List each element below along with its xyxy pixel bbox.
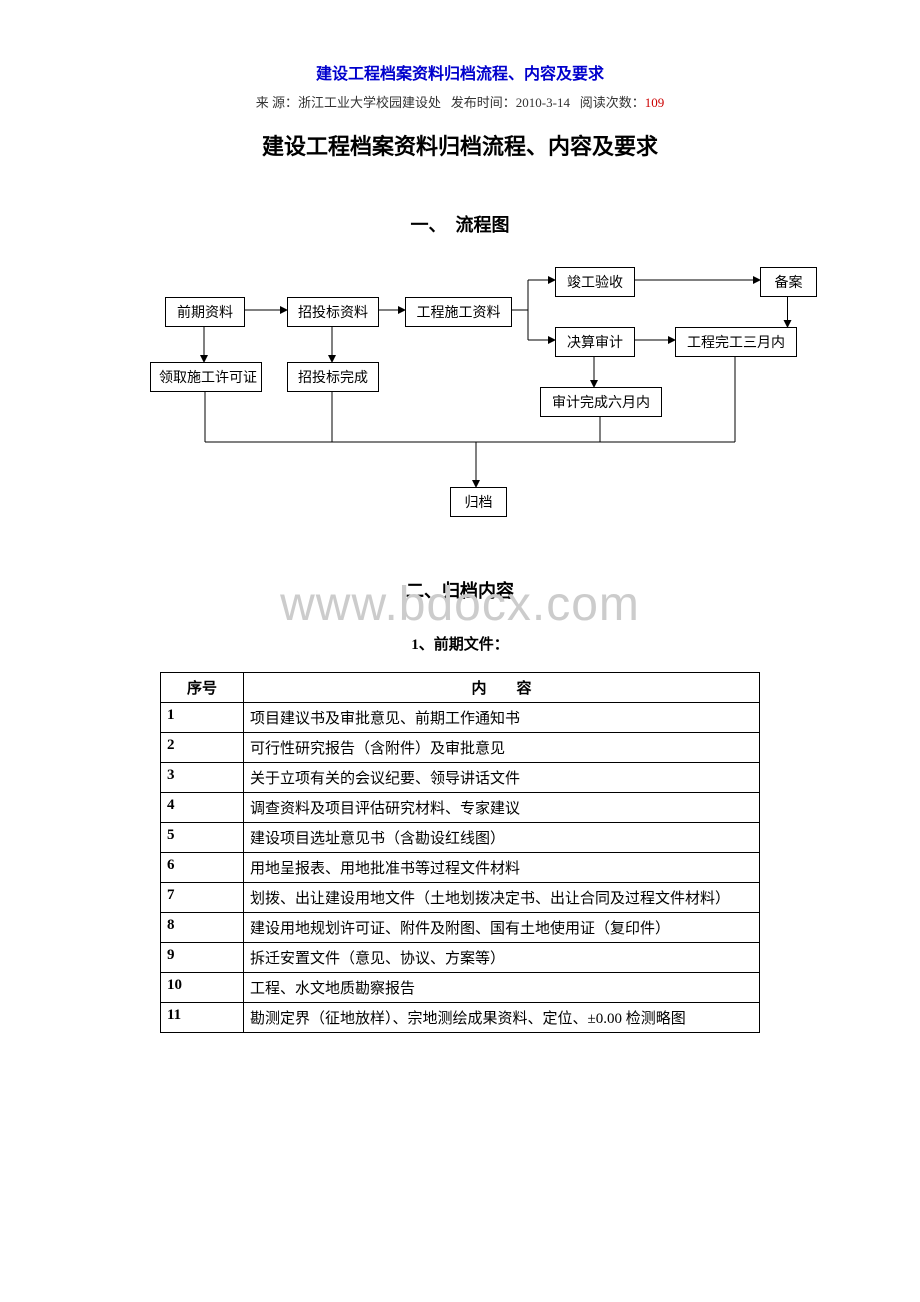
cell-content: 建设项目选址意见书（含勘设红线图） [244,823,760,853]
pub-date: 2010-3-14 [516,95,570,110]
section2-heading: 二、归档内容 [80,577,840,603]
flow-node-n_permit: 领取施工许可证 [150,362,262,392]
col-header-content: 内 容 [244,673,760,703]
cell-num: 9 [161,943,244,973]
cell-content: 勘测定界（征地放样）、宗地测绘成果资料、定位、±0.00 检测略图 [244,1003,760,1033]
table-row: 4调查资料及项目评估研究材料、专家建议 [161,793,760,823]
table-row: 2可行性研究报告（含附件）及审批意见 [161,733,760,763]
flowchart: 前期资料领取施工许可证 招投标资料招投标完成 工程施工资料 竣工验收决算审计审计完成六… [80,257,840,527]
table-row: 5建设项目选址意见书（含勘设红线图） [161,823,760,853]
main-heading: 建设工程档案资料归档流程、内容及要求 [80,129,840,161]
cell-num: 10 [161,973,244,1003]
source-value: 浙江工业大学校园建设处 [298,95,441,110]
table-row: 1项目建议书及审批意见、前期工作通知书 [161,703,760,733]
flow-node-n_archive: 归档 [450,487,507,517]
cell-content: 可行性研究报告（含附件）及审批意见 [244,733,760,763]
table-row: 9拆迁安置文件（意见、协议、方案等） [161,943,760,973]
cell-content: 关于立项有关的会议纪要、领导讲话文件 [244,763,760,793]
flow-node-n_audit: 决算审计 [555,327,635,357]
flow-node-n_3mo: 工程完工三月内 [675,327,797,357]
cell-content: 划拨、出让建设用地文件（土地划拨决定书、出让合同及过程文件材料） [244,883,760,913]
flow-node-n_audit6: 审计完成六月内 [540,387,662,417]
read-count: 109 [645,95,665,110]
cell-num: 1 [161,703,244,733]
cell-num: 8 [161,913,244,943]
table-row: 10工程、水文地质勘察报告 [161,973,760,1003]
cell-num: 4 [161,793,244,823]
flow-node-n_record: 备案 [760,267,817,297]
meta-line: 来 源：浙江工业大学校园建设处 发布时间：2010-3-14 阅读次数：109 [80,92,840,111]
table-row: 11勘测定界（征地放样）、宗地测绘成果资料、定位、±0.00 检测略图 [161,1003,760,1033]
pub-label: 发布时间： [451,95,516,110]
flow-node-n_accept: 竣工验收 [555,267,635,297]
table-row: 7划拨、出让建设用地文件（土地划拨决定书、出让合同及过程文件材料） [161,883,760,913]
cell-content: 用地呈报表、用地批准书等过程文件材料 [244,853,760,883]
cell-content: 建设用地规划许可证、附件及附图、国有土地使用证（复印件） [244,913,760,943]
read-label: 阅读次数： [580,95,645,110]
cell-num: 5 [161,823,244,853]
col-header-num: 序号 [161,673,244,703]
cell-num: 11 [161,1003,244,1033]
flow-node-n_bid: 招投标资料 [287,297,379,327]
cell-content: 工程、水文地质勘察报告 [244,973,760,1003]
flow-node-n_construct: 工程施工资料 [405,297,512,327]
cell-num: 3 [161,763,244,793]
source-label: 来 源： [256,95,298,110]
table-row: 6用地呈报表、用地批准书等过程文件材料 [161,853,760,883]
table1-heading: 1、前期文件： [80,633,840,654]
cell-num: 6 [161,853,244,883]
cell-content: 项目建议书及审批意见、前期工作通知书 [244,703,760,733]
section1-heading: 一、 流程图 [80,211,840,237]
cell-content: 拆迁安置文件（意见、协议、方案等） [244,943,760,973]
table-row: 3关于立项有关的会议纪要、领导讲话文件 [161,763,760,793]
cell-content: 调查资料及项目评估研究材料、专家建议 [244,793,760,823]
flow-node-n_bid_done: 招投标完成 [287,362,379,392]
table-header-row: 序号 内 容 [161,673,760,703]
flow-node-n_prelim: 前期资料 [165,297,245,327]
table-row: 8建设用地规划许可证、附件及附图、国有土地使用证（复印件） [161,913,760,943]
cell-num: 2 [161,733,244,763]
cell-num: 7 [161,883,244,913]
page-title-link[interactable]: 建设工程档案资料归档流程、内容及要求 [80,60,840,84]
content-table: 序号 内 容 1项目建议书及审批意见、前期工作通知书2可行性研究报告（含附件）及… [160,672,760,1033]
